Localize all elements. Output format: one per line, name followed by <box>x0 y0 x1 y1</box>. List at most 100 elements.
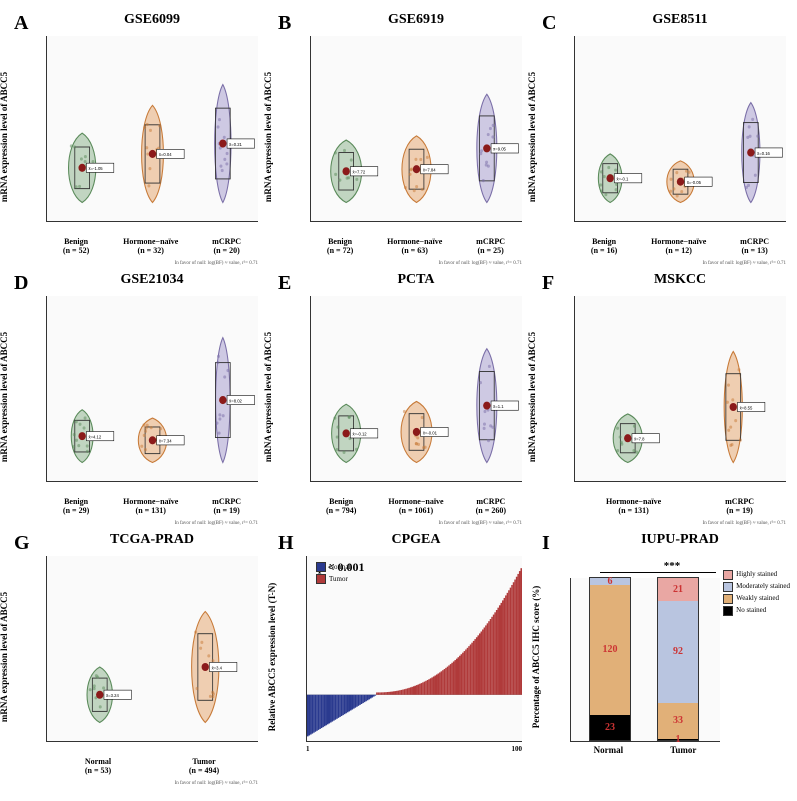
bar-21 <box>339 695 341 717</box>
xlabel-1: Hormone−naïve(n = 63) <box>387 238 442 256</box>
mean-label-2: x̄=1.1 <box>493 404 504 409</box>
bar-4 <box>313 695 315 733</box>
stacked-bar-normal: 231206 <box>589 577 631 741</box>
mean-label-1: x̄=7.34 <box>159 438 172 443</box>
bar-96 <box>454 660 456 695</box>
violin-svg: x̄=-0.1x̄=-0.05x̄=0.16 <box>575 36 786 221</box>
bar-55 <box>391 692 393 695</box>
scatter-dot <box>482 179 485 182</box>
scatter-dot <box>143 434 146 437</box>
panel-D: D GSE21034 mRNA expression level of ABCC… <box>12 272 262 522</box>
figure-grid: A GSE6099 mRNA expression level of ABCC5… <box>12 12 785 782</box>
violin-svg: x̄=-1.05x̄=0.04x̄=0.21 <box>47 36 258 221</box>
y-axis-label: Relative ABCC5 expression level (T-N) <box>267 583 277 732</box>
mean-label-0: x̄=-1.05 <box>88 166 103 171</box>
bar-105 <box>468 646 470 695</box>
scatter-dot <box>217 355 220 358</box>
scatter-dot <box>607 166 610 169</box>
bar-133 <box>511 585 513 695</box>
legend-label: Highly stained <box>736 570 777 579</box>
bar-124 <box>497 608 499 695</box>
bar-66 <box>408 688 410 695</box>
bar-81 <box>431 677 433 694</box>
panel-title: PCTA <box>276 272 526 288</box>
mean-dot-1 <box>413 165 420 173</box>
bar-39 <box>367 695 369 701</box>
panel-I: I IUPU-PRAD Percentage of ABCC5 IHC scor… <box>540 532 790 782</box>
bar-139 <box>520 568 522 695</box>
bar-83 <box>434 675 436 694</box>
bar-53 <box>388 692 390 695</box>
bar-78 <box>427 680 429 695</box>
xlabel-1: mCRPC(n = 19) <box>725 498 754 516</box>
scatter-dot <box>80 157 83 160</box>
bar-127 <box>502 600 504 694</box>
bar-0 <box>307 695 309 737</box>
panel-F: F MSKCC mRNA expression level of ABCC5 p… <box>540 272 790 522</box>
scatter-dot <box>143 126 146 129</box>
bar-47 <box>379 692 381 694</box>
mean-label-1: x̄=-0.05 <box>687 180 702 185</box>
chart-area: x̄=7.72x̄=7.84x̄=9.05 <box>310 36 522 222</box>
bar-131 <box>508 590 510 694</box>
bar-20 <box>338 695 340 718</box>
scatter-dot <box>688 171 691 174</box>
scatter-dot <box>346 177 349 180</box>
bar-91 <box>447 667 449 695</box>
scatter-dot <box>84 155 87 158</box>
scatter-dot <box>70 144 73 147</box>
legend-label: No stained <box>736 606 766 615</box>
legend-label: Moderately stained <box>736 582 790 591</box>
xlabel-1: Hormone−naïve(n = 1061) <box>388 498 443 516</box>
scatter-dot <box>142 423 145 426</box>
scatter-dot <box>413 189 416 192</box>
xlabel-0: Benign(n = 794) <box>326 498 356 516</box>
bar-44 <box>375 695 377 696</box>
bar-24 <box>344 695 346 714</box>
legend-label: Normal <box>329 563 350 571</box>
bar-41 <box>370 695 372 699</box>
footer-note: In favor of null: log(BF) ≈ value, r²= 0… <box>439 521 522 526</box>
bar-74 <box>421 683 423 695</box>
mean-label-0: x̄=-0.12 <box>352 431 367 436</box>
bar-93 <box>450 664 452 695</box>
stack-seg: 92 <box>658 601 698 702</box>
scatter-dot <box>483 427 486 430</box>
scatter-dot <box>727 384 730 387</box>
scatter-dot <box>480 149 483 152</box>
bar-129 <box>505 595 507 694</box>
bar-5 <box>315 695 317 732</box>
bar-128 <box>504 598 506 695</box>
bar-51 <box>385 692 387 695</box>
bar-19 <box>336 695 338 719</box>
scatter-dot <box>680 190 683 193</box>
scatter-dot <box>355 448 358 451</box>
scatter-dot <box>335 448 338 451</box>
bar-71 <box>416 685 418 695</box>
bar-87 <box>441 671 443 694</box>
bar-101 <box>462 653 464 695</box>
bar-85 <box>438 673 440 694</box>
scatter-dot <box>207 654 210 657</box>
footer-note: In favor of null: log(BF) ≈ value, r²= 0… <box>175 781 258 786</box>
scatter-dot <box>422 446 425 449</box>
scatter-dot <box>226 152 229 155</box>
scatter-dot <box>633 425 636 428</box>
y-axis-label: mRNA expression level of ABCC5 <box>0 592 9 722</box>
legend-item: Moderately stained <box>723 582 790 592</box>
bar-56 <box>393 691 395 694</box>
bar-130 <box>507 593 509 695</box>
x-labels: Benign(n = 794)Hormone−naïve(n = 1061)mC… <box>310 498 522 516</box>
xlabel-0: Normal(n = 53) <box>85 758 111 776</box>
xlabel-1: Hormone−naïve(n = 12) <box>651 238 706 256</box>
mean-label-0: x̄=7.72 <box>352 169 365 174</box>
scatter-dot <box>78 185 81 188</box>
bar-35 <box>361 695 363 704</box>
scatter-dot <box>488 365 491 368</box>
scatter-dot <box>403 410 406 413</box>
bar-95 <box>453 661 455 694</box>
footer-note: In favor of null: log(BF) ≈ value, r²= 0… <box>175 521 258 526</box>
violin-svg: x̄=7.8x̄=8.55 <box>575 296 786 481</box>
scatter-dot <box>212 692 215 695</box>
scatter-dot <box>219 164 222 167</box>
